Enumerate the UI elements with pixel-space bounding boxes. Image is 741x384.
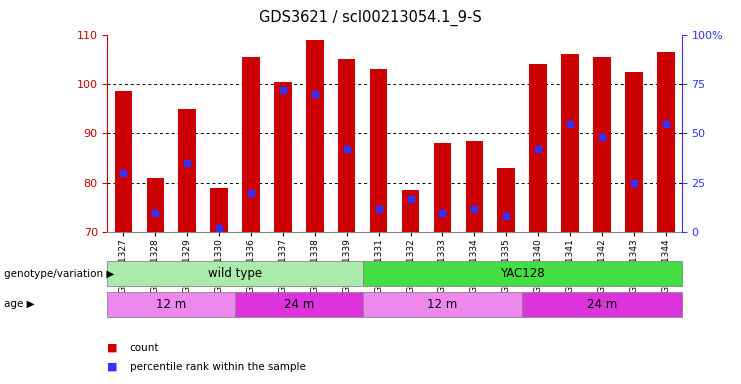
Bar	[147, 178, 164, 232]
Bar	[433, 143, 451, 232]
Bar	[529, 64, 547, 232]
Bar	[657, 52, 674, 232]
Text: percentile rank within the sample: percentile rank within the sample	[130, 362, 305, 372]
Text: 24 m: 24 m	[587, 298, 617, 311]
Bar	[625, 72, 642, 232]
Bar	[242, 57, 260, 232]
Bar	[465, 141, 483, 232]
Text: 24 m: 24 m	[284, 298, 314, 311]
Bar	[179, 109, 196, 232]
Text: age ▶: age ▶	[4, 299, 34, 310]
Text: YAC128: YAC128	[500, 267, 545, 280]
Text: 12 m: 12 m	[156, 298, 187, 311]
Bar	[306, 40, 324, 232]
Bar	[338, 59, 356, 232]
Bar	[497, 168, 515, 232]
Text: wild type: wild type	[208, 267, 262, 280]
Text: GDS3621 / scl00213054.1_9-S: GDS3621 / scl00213054.1_9-S	[259, 10, 482, 26]
Bar	[370, 69, 388, 232]
Bar	[274, 81, 292, 232]
Text: 12 m: 12 m	[428, 298, 457, 311]
Text: ■: ■	[107, 362, 118, 372]
Text: count: count	[130, 343, 159, 353]
Text: ■: ■	[107, 343, 118, 353]
Bar	[210, 188, 228, 232]
Bar	[402, 190, 419, 232]
Bar	[594, 57, 611, 232]
Bar	[561, 54, 579, 232]
Text: genotype/variation ▶: genotype/variation ▶	[4, 268, 114, 279]
Bar	[115, 91, 132, 232]
